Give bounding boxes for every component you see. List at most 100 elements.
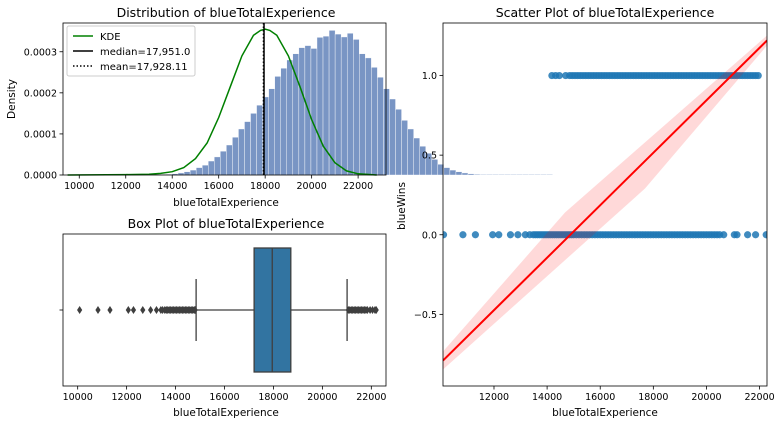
histogram-y-tick-label: 0.0002 <box>24 88 57 99</box>
legend-box <box>66 25 196 77</box>
boxplot-plot-area: 10000 12000 14000 16000 18000 20000 22000 <box>59 233 386 403</box>
scatter-point <box>489 231 497 239</box>
boxplot-x-tick-label: 22000 <box>356 392 386 403</box>
scatter-x-tick-label: 16000 <box>585 392 615 403</box>
boxplot-x-tick-label: 16000 <box>209 392 239 403</box>
kde-line <box>67 28 377 176</box>
outlier-point <box>140 306 146 314</box>
histogram-bar <box>407 128 414 176</box>
histogram-x-label: blueTotalExperience <box>173 197 279 209</box>
histogram-x-tick-label: 20000 <box>297 181 327 192</box>
scatter-point <box>720 231 728 239</box>
histogram-x-tick-label: 18000 <box>250 181 280 192</box>
histogram-bar <box>238 128 245 176</box>
histogram-bar <box>389 98 396 176</box>
histogram-bar <box>286 59 294 176</box>
scatter-point <box>751 231 760 239</box>
scatter-x-tick-label: 12000 <box>479 392 509 403</box>
scatter-y-tick-label: −0.5 <box>414 310 437 321</box>
histogram-bar <box>208 160 215 176</box>
outlier-point <box>125 306 131 314</box>
histogram-bar <box>467 173 475 176</box>
histogram-title: Distribution of blueTotalExperience <box>117 5 336 20</box>
outlier-point <box>153 306 160 314</box>
boxplot-title: Box Plot of blueTotalExperience <box>128 216 325 231</box>
legend-median-label: median=17,951.0 <box>100 47 190 58</box>
histogram-bar <box>268 88 275 176</box>
outlier-point <box>192 306 198 314</box>
scatter-x-tick-label: 20000 <box>691 392 721 403</box>
scatter-point <box>733 231 741 239</box>
histogram-bar <box>310 48 318 176</box>
histogram-bar <box>504 174 511 176</box>
histogram-bar <box>244 121 251 176</box>
histogram-bar <box>528 174 535 176</box>
histogram-x-tick-label: 16000 <box>204 181 234 192</box>
histogram-bar <box>195 167 203 176</box>
histogram-bar <box>461 172 469 176</box>
histogram-bar <box>316 37 324 176</box>
histogram-y-label: Density <box>6 79 18 119</box>
histogram-bar <box>250 113 257 176</box>
histogram-bar <box>431 159 439 176</box>
boxplot-x-tick-label: 18000 <box>258 392 288 403</box>
histogram-bar <box>226 144 233 176</box>
outlier-point <box>95 306 101 314</box>
histogram-bar <box>546 174 553 176</box>
scatter-x-tick-label: 22000 <box>744 392 774 403</box>
scatter-x-tick-label: 14000 <box>532 392 562 403</box>
legend-kde-label: KDE <box>100 32 121 43</box>
histogram-bar <box>383 88 390 176</box>
histogram-bar <box>491 174 499 176</box>
histogram-bar <box>371 67 378 176</box>
histogram-bar <box>534 174 541 176</box>
histogram-bar <box>516 174 523 176</box>
boxplot-x-label: blueTotalExperience <box>173 407 279 419</box>
scatter-x-label: blueTotalExperience <box>552 407 658 419</box>
histogram-plot-area: 10000 12000 14000 16000 18000 20000 22000 0.000… <box>24 22 553 192</box>
scatter-point <box>555 71 563 80</box>
scatter-y-label: blueWins <box>396 182 408 230</box>
scatter-point <box>471 231 479 239</box>
histogram-bar <box>401 120 408 176</box>
outlier-point <box>364 306 371 314</box>
scatter-point <box>459 231 467 239</box>
histogram-bar <box>232 137 239 176</box>
histogram-bar <box>365 57 372 176</box>
outlier-point <box>130 306 137 314</box>
histogram-y-tick-label: 0.0003 <box>24 47 57 58</box>
boxplot-x-tick-label: 14000 <box>160 392 190 403</box>
histogram-bar <box>353 39 360 176</box>
scatter-point <box>514 231 522 239</box>
histogram-bar <box>214 156 221 176</box>
histogram-bar <box>449 169 457 176</box>
boxplot-x-tick-label: 10000 <box>63 392 93 403</box>
histogram-bar <box>510 174 517 176</box>
outlier-point <box>373 306 379 314</box>
scatter-point <box>495 231 503 239</box>
histogram-bar <box>183 171 191 176</box>
outlier-point <box>77 306 83 314</box>
histogram-bar <box>334 33 342 176</box>
boxplot-panel: Box Plot of blueTotalExperience 10000 120… <box>59 216 386 419</box>
histogram-bar <box>220 150 227 176</box>
histogram-x-tick-label: 10000 <box>64 181 94 192</box>
histogram-bar <box>473 173 481 176</box>
scatter-plot-area: 12000 14000 16000 18000 20000 22000 −0.5 0.0 0.5… <box>414 22 775 403</box>
boxplot-x-tick-label: 12000 <box>112 392 142 403</box>
scatter-y-tick-label: 0.5 <box>422 151 437 162</box>
histogram-x-tick-label: 22000 <box>343 181 373 192</box>
histogram-bar <box>443 167 451 176</box>
histogram-bar <box>395 109 402 176</box>
histogram-y-tick-label: 0.0001 <box>24 129 57 140</box>
boxplot-x-tick-label: 20000 <box>307 392 337 403</box>
scatter-panel: Scatter Plot of blueTotalExperience 1200… <box>396 5 775 419</box>
histogram-x-tick-label: 12000 <box>111 181 141 192</box>
histogram-bar <box>455 171 463 176</box>
histogram-bar <box>328 30 336 176</box>
scatter-point <box>506 231 515 239</box>
scatter-marks <box>443 35 767 370</box>
histogram-y-tick-label: 0.0000 <box>24 171 57 182</box>
histogram-bar <box>201 164 209 176</box>
